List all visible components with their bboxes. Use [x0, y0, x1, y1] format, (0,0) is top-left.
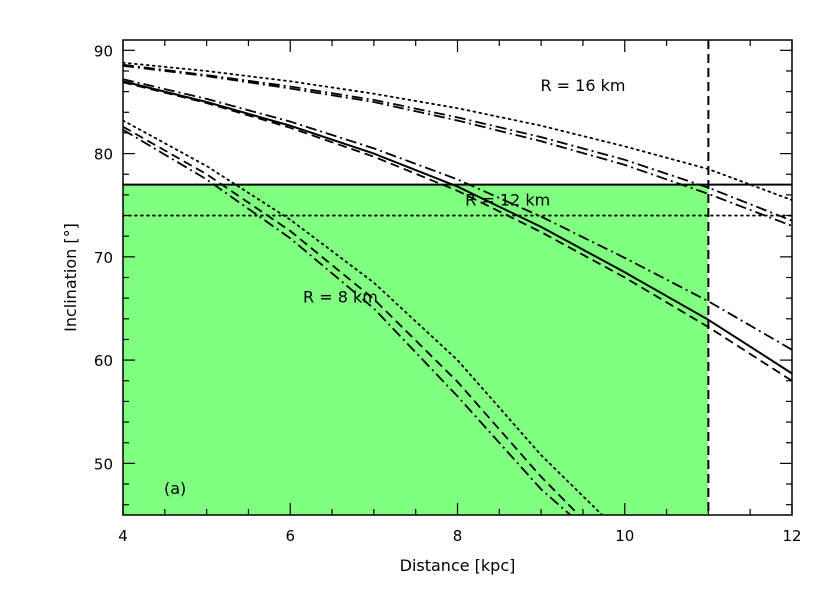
series-line-4	[123, 80, 792, 375]
x-tick-label: 12	[782, 527, 801, 545]
x-tick-label: 6	[285, 527, 295, 545]
y-tick-label: 80	[94, 146, 113, 164]
series-line-5	[123, 78, 792, 351]
y-tick-label: 50	[94, 455, 113, 473]
x-tick-label: 8	[453, 527, 463, 545]
y-tick-label: 70	[94, 249, 113, 267]
x-tick-label: 10	[615, 527, 634, 545]
annotation-3: R = 8 km	[303, 288, 378, 307]
series-line-1	[123, 61, 792, 201]
panel-label: (a)	[164, 479, 186, 498]
series-line-8	[123, 125, 580, 515]
x-tick-label: 4	[118, 527, 128, 545]
annotation-2: R = 12 km	[465, 191, 550, 210]
annotation-1: R = 16 km	[540, 76, 625, 95]
y-tick-label: 90	[94, 42, 113, 60]
x-axis-label: Distance [kpc]	[400, 556, 516, 575]
axes: 4 6 8 10 12 50 60 70 80 90	[94, 39, 802, 545]
plot-area: R = 16 km R = 12 km R = 8 km	[123, 40, 792, 515]
series-line-9	[123, 129, 571, 515]
series-line-7	[123, 119, 604, 515]
series-line-6	[123, 81, 792, 382]
y-axis-label: Inclination [°]	[61, 223, 80, 332]
series-line-2	[123, 63, 792, 222]
shaded-region	[123, 184, 709, 515]
y-tick-label: 60	[94, 352, 113, 370]
labels: Distance [kpc] Inclination [°] (a)	[61, 223, 515, 575]
